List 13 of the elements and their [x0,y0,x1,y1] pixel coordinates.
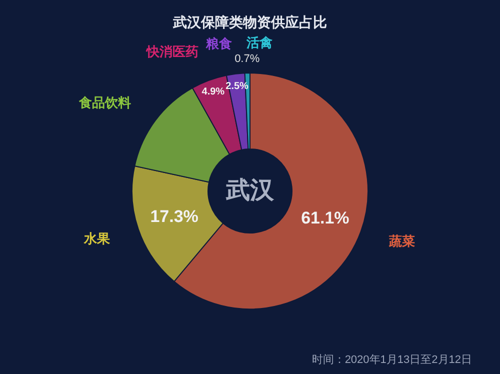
data-label: 61.1% [301,208,350,228]
chart-title: 武汉保障类物资供应占比 [172,14,327,30]
data-label: 0.7% [234,53,260,66]
slice-label: 蔬菜 [388,234,416,249]
slice-label: 活禽 [246,35,273,50]
text: 武汉 [225,177,275,204]
slice-label: 水果 [82,230,111,246]
data-label: 17.3% [150,206,198,226]
slice-label: 粮食 [204,36,232,52]
data-label: 4.9% [202,86,225,98]
text: 时间：2020年1月13日至2月12日 [312,353,472,366]
slice-label: 快消医药 [146,44,199,60]
slice-label: 食品饮料 [78,94,132,110]
